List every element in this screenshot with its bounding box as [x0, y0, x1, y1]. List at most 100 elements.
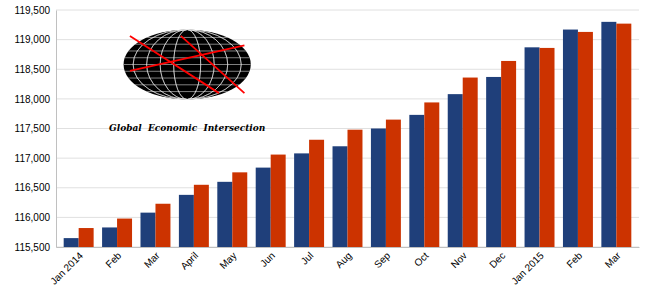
bar — [79, 228, 94, 247]
x-tick-label: Jan 2014 — [48, 250, 85, 287]
bar — [501, 61, 516, 247]
x-tick: Jan 2014 — [48, 250, 85, 287]
bar — [140, 213, 155, 247]
bar — [371, 129, 386, 248]
x-tick: Mar — [603, 249, 623, 269]
bar — [448, 94, 463, 247]
bar-series — [79, 24, 632, 247]
x-tick-label: Jan 2015 — [509, 250, 546, 287]
bar — [309, 140, 324, 247]
x-tick-label: Oct — [412, 250, 431, 269]
x-tick: Jun — [258, 250, 277, 269]
y-tick: 119,500 — [15, 5, 56, 16]
x-tick-label: Feb — [564, 250, 584, 270]
bar — [102, 227, 117, 247]
logo — [124, 30, 251, 100]
bar — [525, 47, 540, 247]
bar — [232, 172, 247, 247]
chart-container: 115,500 116,000 116,500 117,000 117,500 118,0… — [0, 0, 649, 299]
globe-cross — [130, 45, 244, 70]
y-tick: 118,500 — [15, 64, 56, 75]
x-tick-label: Jun — [258, 250, 277, 269]
x-tick-label: Mar — [603, 249, 623, 269]
bar — [616, 24, 631, 247]
x-tick: Aug — [334, 250, 354, 270]
x-tick: Oct — [412, 250, 431, 269]
y-tick: 117,000 — [15, 153, 56, 164]
x-tick-label: May — [217, 250, 238, 271]
y-tick: 117,500 — [15, 123, 56, 134]
x-tick: April — [178, 250, 200, 272]
x-tick: Jan 2015 — [509, 250, 546, 287]
chart-svg: 115,500 116,000 116,500 117,000 117,500 118,0… — [0, 0, 649, 299]
bar — [294, 153, 309, 247]
globe-lines — [124, 30, 251, 100]
x-tick: Feb — [564, 250, 584, 270]
x-tick-label: Sep — [372, 250, 393, 271]
bar — [409, 115, 424, 247]
x-tick-label: Dec — [487, 250, 507, 270]
bar — [348, 130, 363, 247]
globe-latitude — [124, 50, 251, 51]
bar — [217, 182, 232, 247]
annotation: Global Economic Intersection — [109, 123, 265, 133]
bar — [563, 30, 578, 247]
x-tick: Jul — [299, 250, 316, 267]
grid — [56, 10, 639, 247]
plot-area: 115,500 116,000 116,500 117,000 117,500 118,0… — [15, 5, 640, 287]
bar — [179, 195, 194, 247]
bar — [601, 22, 616, 247]
y-tick-label: 119,000 — [15, 34, 51, 45]
y-axis-line — [56, 11, 57, 248]
y-tick-label: 118,000 — [15, 94, 51, 105]
grid-line — [56, 10, 639, 11]
x-axis: Jan 2014 Feb Mar April May Jun Jul Aug Sep Oct Nov… — [48, 248, 639, 287]
y-tick-label: 117,000 — [15, 153, 51, 164]
y-tick-label: 115,500 — [15, 242, 51, 253]
bar — [424, 102, 439, 247]
globe-longitude — [160, 30, 214, 100]
y-tick: 118,000 — [15, 94, 56, 105]
bar — [386, 120, 401, 247]
x-tick: Sep — [372, 250, 393, 271]
y-tick: 115,500 — [15, 242, 56, 253]
bar — [333, 146, 348, 247]
x-tick-label: Jul — [299, 250, 316, 267]
x-tick: Nov — [449, 250, 469, 270]
y-tick-label: 119,500 — [15, 5, 51, 16]
y-tick-label: 117,500 — [15, 123, 51, 134]
y-tick: 119,000 — [15, 34, 56, 45]
globe-longitude — [174, 30, 201, 100]
x-tick: Mar — [142, 249, 162, 269]
globe-cross — [181, 36, 245, 93]
globe-latitude — [124, 78, 251, 79]
bar — [256, 168, 271, 247]
bar — [64, 238, 79, 247]
globe-cross — [130, 36, 219, 93]
x-tick-label: Aug — [334, 250, 354, 270]
x-tick: Dec — [487, 250, 507, 270]
globe-latitude — [124, 64, 251, 65]
x-axis-line — [57, 247, 640, 248]
y-axis: 115,500 116,000 116,500 117,000 117,500 118,0… — [15, 5, 57, 253]
x-tick: May — [217, 250, 238, 271]
bar — [155, 204, 170, 247]
y-tick-label: 116,000 — [15, 212, 51, 223]
x-tick-label: Feb — [103, 250, 123, 270]
y-tick: 116,000 — [15, 212, 56, 223]
bar — [194, 185, 209, 247]
x-tick-label: Nov — [449, 250, 469, 270]
x-tick-label: Mar — [142, 249, 162, 269]
bars — [64, 22, 632, 247]
y-tick: 116,500 — [15, 182, 56, 193]
x-tick-label: April — [178, 250, 200, 272]
bar — [578, 32, 593, 247]
globe-longitude — [187, 30, 188, 100]
x-tick: Feb — [103, 250, 123, 270]
bar — [540, 48, 555, 247]
globe-longitude — [133, 30, 241, 100]
bar — [117, 219, 132, 247]
y-tick-label: 118,500 — [15, 64, 51, 75]
globe-latitude — [124, 91, 251, 92]
y-tick-label: 116,500 — [15, 182, 51, 193]
